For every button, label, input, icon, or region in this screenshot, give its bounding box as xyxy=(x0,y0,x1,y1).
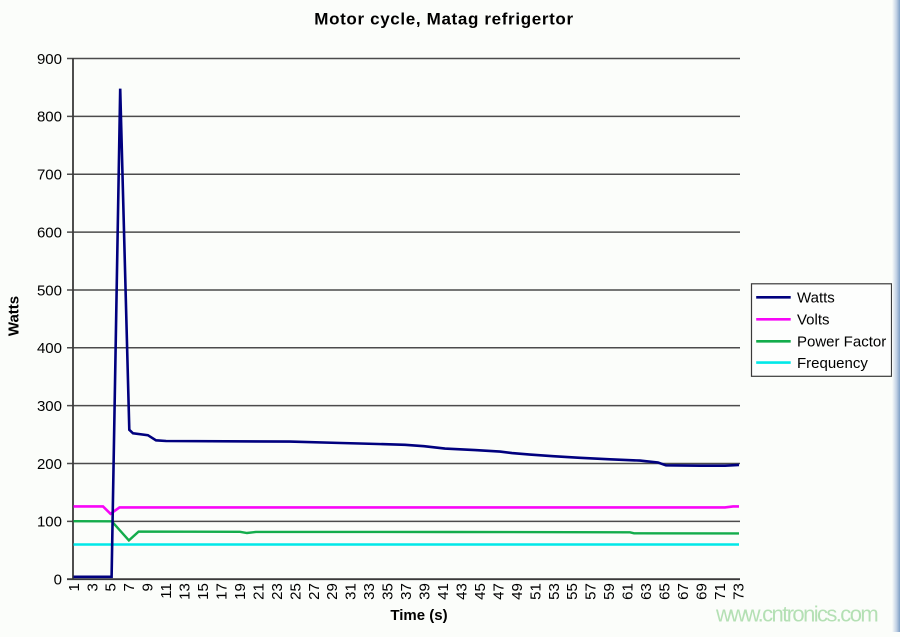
svg-text:47: 47 xyxy=(490,583,507,600)
svg-text:67: 67 xyxy=(675,583,692,600)
svg-text:21: 21 xyxy=(250,583,267,600)
svg-text:23: 23 xyxy=(269,583,286,600)
svg-text:1: 1 xyxy=(66,583,83,591)
svg-text:3: 3 xyxy=(84,583,101,591)
svg-text:63: 63 xyxy=(638,583,655,600)
svg-text:33: 33 xyxy=(361,583,378,600)
svg-text:900: 900 xyxy=(37,51,62,68)
svg-text:200: 200 xyxy=(37,456,62,473)
svg-text:7: 7 xyxy=(121,583,138,591)
svg-text:53: 53 xyxy=(546,583,563,600)
svg-text:400: 400 xyxy=(37,340,62,357)
svg-text:37: 37 xyxy=(398,583,415,600)
svg-text:Watts: Watts xyxy=(797,290,835,307)
svg-text:600: 600 xyxy=(37,224,62,241)
svg-text:65: 65 xyxy=(657,583,674,600)
svg-text:17: 17 xyxy=(214,583,231,600)
svg-text:49: 49 xyxy=(509,583,526,600)
svg-text:Motor cycle, Matag refrigertor: Motor cycle, Matag refrigertor xyxy=(314,10,573,29)
svg-text:700: 700 xyxy=(37,167,62,184)
svg-text:Time (s): Time (s) xyxy=(390,607,447,624)
svg-text:www.cntronics.com: www.cntronics.com xyxy=(715,602,877,627)
svg-text:Watts: Watts xyxy=(5,296,22,336)
svg-text:73: 73 xyxy=(730,583,747,600)
svg-text:39: 39 xyxy=(417,583,434,600)
svg-text:45: 45 xyxy=(472,583,489,600)
svg-text:29: 29 xyxy=(324,583,341,600)
svg-text:69: 69 xyxy=(693,583,710,600)
svg-text:100: 100 xyxy=(37,514,62,531)
svg-text:51: 51 xyxy=(527,583,544,600)
svg-text:41: 41 xyxy=(435,583,452,600)
svg-text:11: 11 xyxy=(158,583,175,599)
svg-text:31: 31 xyxy=(343,583,360,600)
svg-text:19: 19 xyxy=(232,583,249,600)
svg-text:55: 55 xyxy=(564,583,581,600)
svg-text:25: 25 xyxy=(287,583,304,600)
svg-text:43: 43 xyxy=(454,583,471,600)
svg-text:35: 35 xyxy=(380,583,397,600)
svg-text:Frequency: Frequency xyxy=(797,355,868,372)
svg-text:300: 300 xyxy=(37,398,62,415)
svg-text:61: 61 xyxy=(620,583,637,600)
svg-text:500: 500 xyxy=(37,282,62,299)
svg-text:5: 5 xyxy=(103,583,120,591)
svg-text:Power Factor: Power Factor xyxy=(797,334,886,351)
svg-text:27: 27 xyxy=(306,583,323,600)
svg-text:15: 15 xyxy=(195,583,212,600)
svg-text:9: 9 xyxy=(140,583,157,591)
svg-text:71: 71 xyxy=(712,583,729,600)
svg-text:13: 13 xyxy=(177,583,194,600)
svg-text:800: 800 xyxy=(37,109,62,126)
svg-text:59: 59 xyxy=(601,583,618,600)
svg-text:57: 57 xyxy=(583,583,600,600)
svg-text:0: 0 xyxy=(54,572,62,589)
svg-text:Volts: Volts xyxy=(797,312,830,329)
